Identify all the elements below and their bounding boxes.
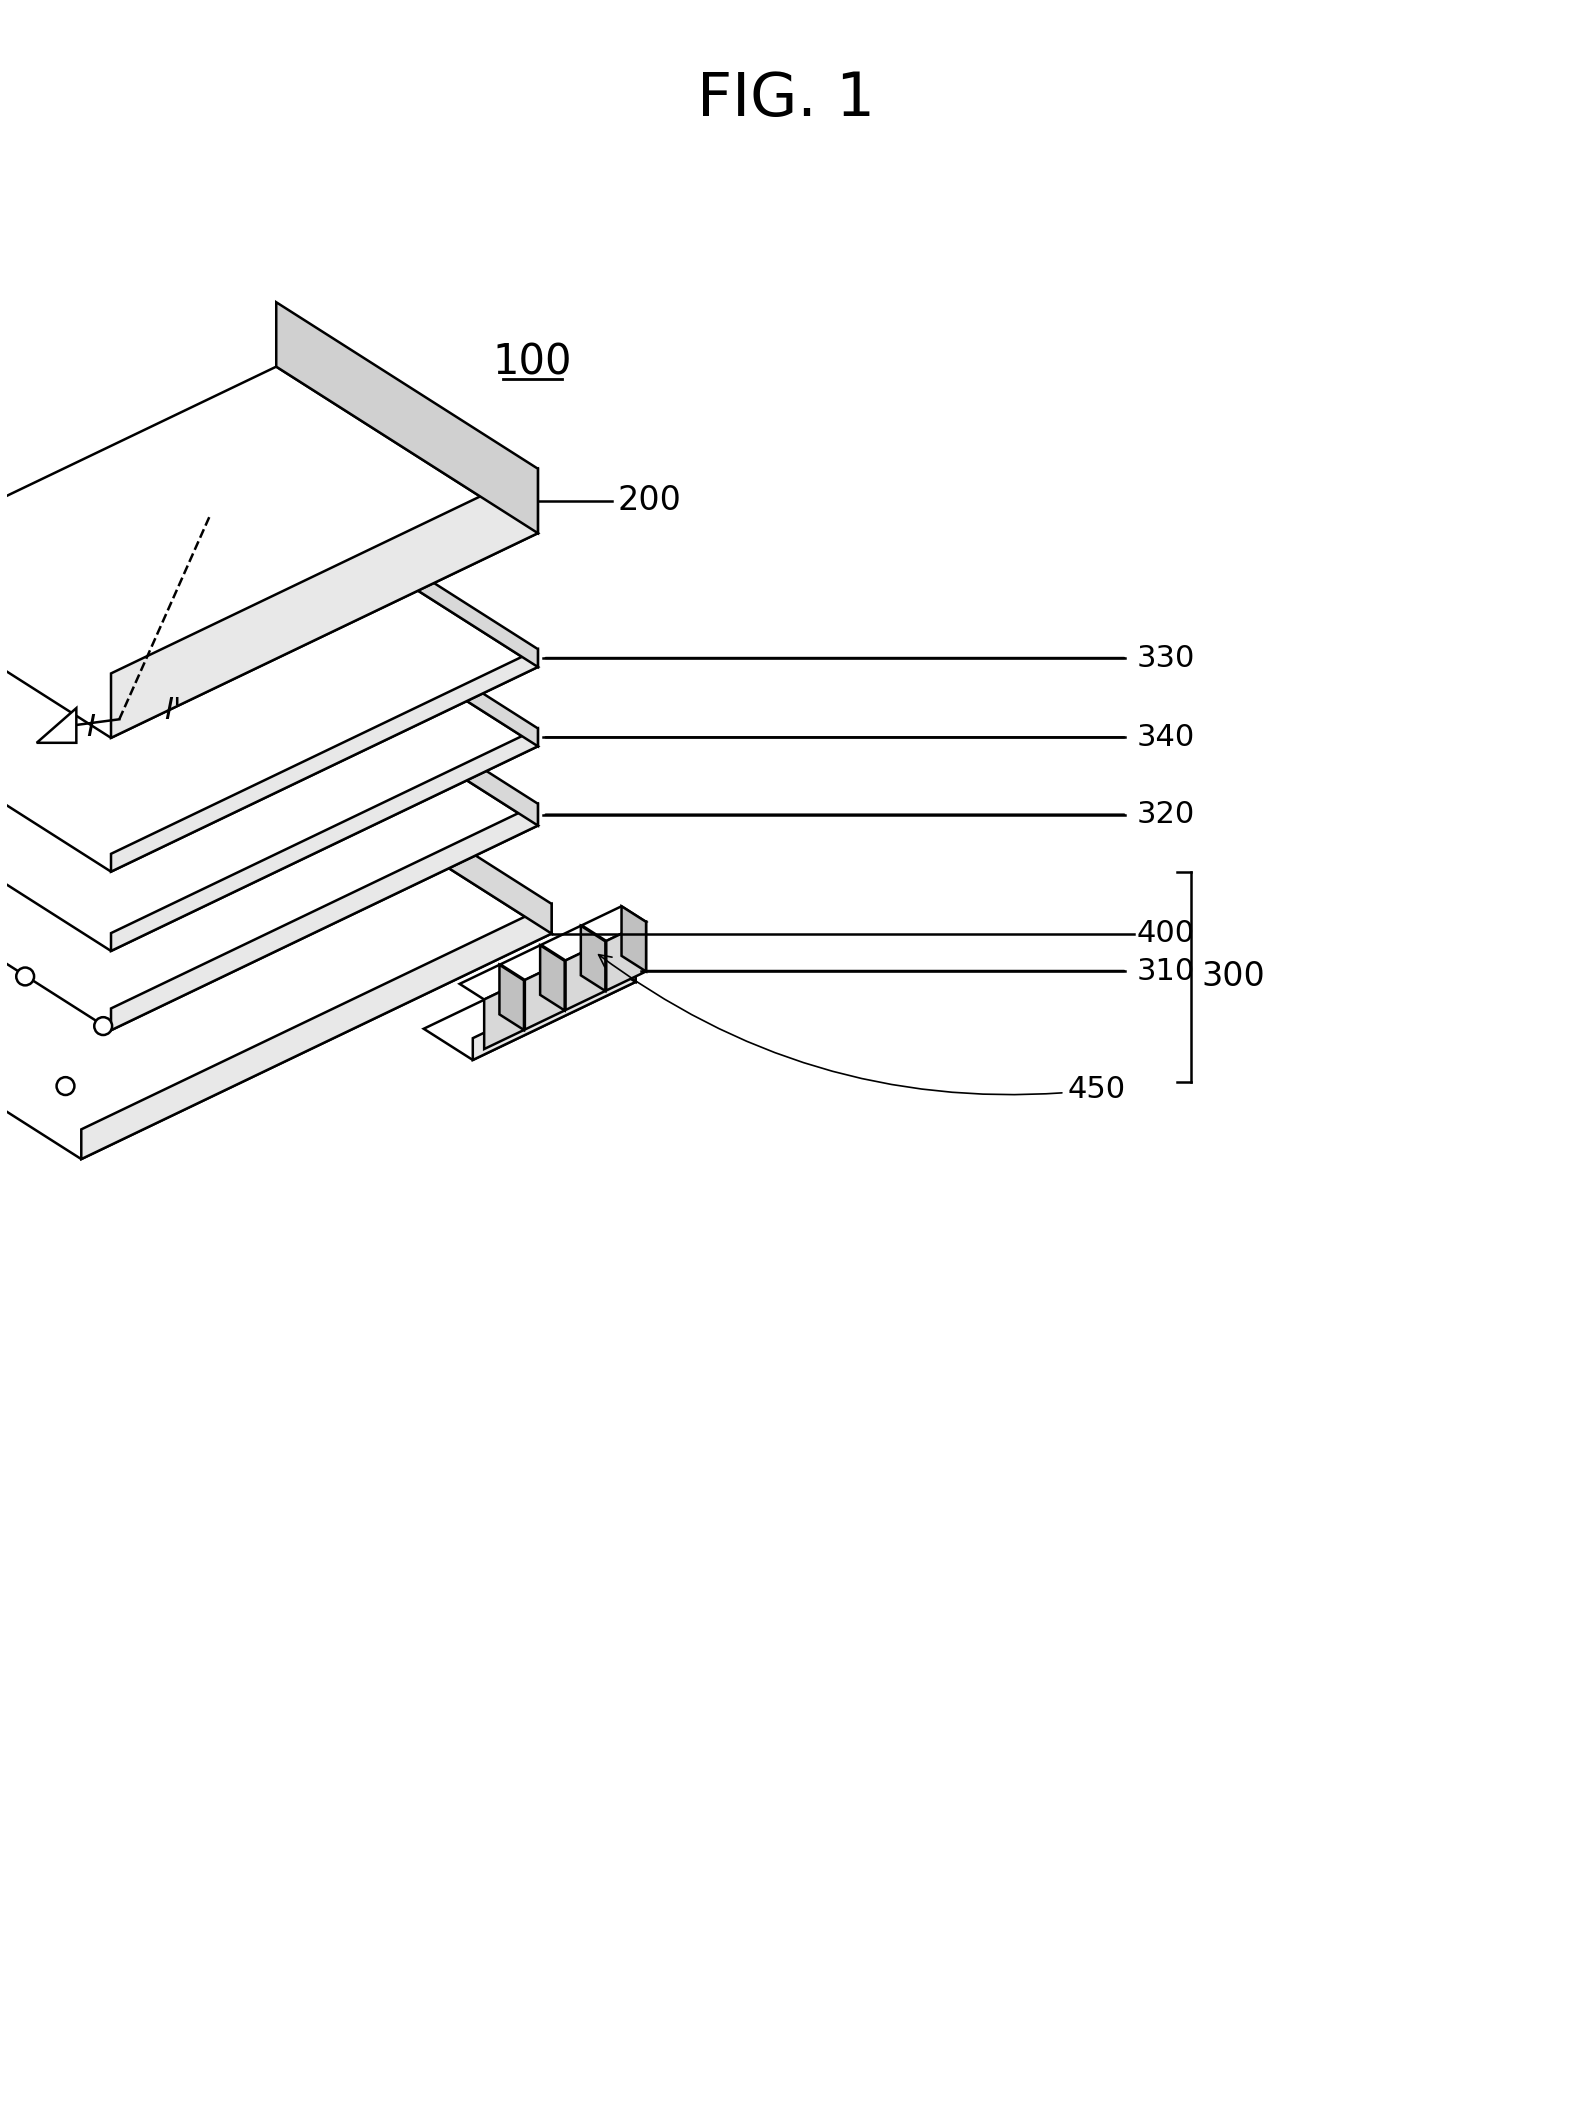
- Text: 330: 330: [1137, 643, 1195, 673]
- Polygon shape: [277, 303, 538, 533]
- Polygon shape: [277, 482, 538, 667]
- Polygon shape: [82, 904, 552, 1160]
- Polygon shape: [0, 658, 538, 1030]
- Text: FIG. 1: FIG. 1: [697, 70, 875, 129]
- Polygon shape: [112, 650, 538, 872]
- Polygon shape: [0, 749, 552, 1160]
- Polygon shape: [263, 719, 552, 933]
- Polygon shape: [566, 942, 606, 1009]
- Polygon shape: [540, 946, 565, 1011]
- Circle shape: [16, 967, 35, 986]
- Polygon shape: [459, 965, 524, 999]
- Polygon shape: [0, 501, 538, 872]
- Polygon shape: [112, 804, 538, 1030]
- Text: 100: 100: [492, 341, 573, 383]
- Text: 320: 320: [1137, 800, 1195, 829]
- Polygon shape: [473, 961, 635, 1060]
- Text: 200: 200: [617, 485, 681, 518]
- Text: 340: 340: [1137, 724, 1195, 751]
- Polygon shape: [0, 580, 538, 950]
- Polygon shape: [112, 470, 538, 738]
- Polygon shape: [0, 366, 538, 738]
- Text: 400: 400: [1137, 918, 1195, 948]
- Polygon shape: [541, 927, 606, 961]
- Circle shape: [57, 1077, 74, 1094]
- Polygon shape: [621, 906, 647, 971]
- Polygon shape: [525, 961, 565, 1030]
- Polygon shape: [112, 728, 538, 950]
- Text: 300: 300: [1202, 961, 1265, 992]
- Polygon shape: [484, 980, 524, 1050]
- Polygon shape: [500, 965, 524, 1030]
- Text: 310: 310: [1137, 956, 1195, 986]
- Polygon shape: [580, 927, 606, 990]
- Polygon shape: [500, 946, 565, 980]
- Circle shape: [94, 1018, 112, 1035]
- Polygon shape: [277, 563, 538, 747]
- Text: I: I: [87, 713, 96, 743]
- Polygon shape: [587, 929, 635, 982]
- Text: 450: 450: [599, 954, 1126, 1105]
- Polygon shape: [423, 950, 635, 1060]
- Text: I': I': [164, 696, 181, 726]
- Polygon shape: [582, 906, 647, 942]
- Polygon shape: [277, 637, 538, 825]
- Polygon shape: [36, 709, 77, 743]
- Polygon shape: [606, 923, 647, 990]
